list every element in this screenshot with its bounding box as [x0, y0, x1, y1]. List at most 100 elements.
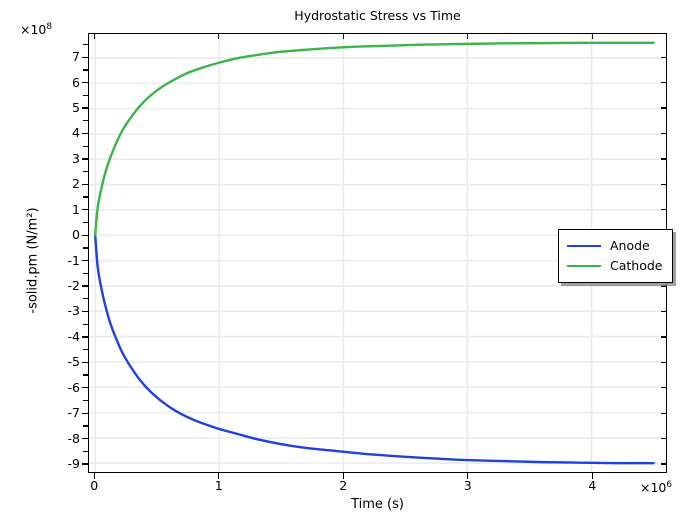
y-tick-mark	[82, 463, 88, 465]
x-axis-exponent-label: ×106	[640, 480, 672, 495]
y-tick-mark-minor	[83, 43, 88, 46]
y-tick-label-wrap: 3	[48, 152, 80, 165]
y-tick-mark	[661, 412, 667, 414]
y-tick-mark	[661, 107, 667, 109]
y-tick-mark-minor	[83, 247, 88, 249]
x-tick-mark	[93, 473, 95, 479]
series-line-anode	[94, 234, 655, 465]
y-tick-mark	[661, 387, 667, 389]
x-tick-mark	[591, 33, 593, 39]
y-tick-mark-minor	[83, 298, 88, 300]
y-tick-mark-minor	[83, 170, 88, 173]
y-tick-mark	[82, 158, 88, 160]
y-tick-label-wrap: -3	[48, 305, 80, 318]
y-tick-label-wrap: -2	[48, 278, 80, 294]
y-tick-mark-minor	[83, 196, 88, 198]
y-tick-label: -7	[67, 405, 80, 421]
y-tick-label: 2	[72, 176, 80, 192]
y-tick-label: -1	[67, 252, 80, 268]
x-tick-label-wrap: 3	[448, 479, 488, 493]
y-tick-mark	[661, 183, 667, 185]
y-tick-label: 5	[72, 100, 80, 116]
x-tick-label: 0	[90, 478, 99, 493]
y-tick-mark	[661, 336, 667, 338]
y-tick-mark	[82, 183, 88, 185]
y-tick-mark-minor	[83, 323, 88, 325]
y-tick-mark	[82, 209, 88, 211]
x-exponent-prefix: ×10	[640, 480, 667, 496]
x-tick-mark	[218, 473, 220, 479]
y-tick-mark	[82, 234, 88, 236]
y-tick-label: -8	[67, 430, 80, 446]
y-tick-mark-minor	[83, 272, 88, 274]
y-tick-label: 1	[72, 201, 80, 217]
x-tick-mark	[342, 473, 344, 479]
y-tick-label: -9	[67, 456, 80, 472]
y-tick-mark-minor	[83, 120, 88, 122]
y-tick-mark	[661, 132, 667, 135]
x-tick-label: 3	[463, 478, 472, 493]
y-tick-mark-minor	[83, 374, 88, 376]
legend-label-cathode: Cathode	[610, 258, 663, 273]
y-tick-mark	[82, 412, 88, 414]
y-tick-mark	[82, 259, 88, 262]
y-tick-mark	[661, 438, 667, 440]
x-tick-mark	[467, 473, 469, 479]
y-tick-mark	[82, 107, 88, 109]
y-tick-label: -4	[67, 328, 80, 344]
y-tick-mark	[661, 285, 667, 287]
y-tick-mark	[82, 285, 88, 287]
x-tick-label-wrap: 1	[199, 479, 239, 493]
y-exponent-power: 8	[46, 22, 53, 32]
y-tick-label-wrap: 1	[48, 201, 80, 217]
legend-label-anode: Anode	[610, 238, 650, 253]
x-tick-label-wrap: 2	[323, 479, 363, 493]
x-tick-label-wrap: 0	[74, 479, 114, 493]
series-lines	[94, 41, 655, 465]
y-tick-mark-minor	[83, 94, 88, 96]
y-tick-mark	[82, 310, 88, 313]
series-line-cathode	[94, 41, 655, 237]
y-tick-mark	[82, 132, 88, 135]
x-tick-mark	[467, 33, 469, 39]
y-tick-label: 7	[72, 49, 80, 65]
y-tick-label-wrap: -5	[48, 356, 80, 369]
y-tick-mark-minor	[83, 221, 88, 224]
y-tick-mark	[82, 336, 88, 338]
y-tick-label-wrap: -9	[48, 456, 80, 472]
x-tick-label: 2	[339, 478, 348, 493]
y-tick-mark	[82, 387, 88, 389]
x-tick-label: 4	[588, 478, 597, 493]
y-tick-label: -6	[67, 379, 80, 395]
y-tick-label-wrap: -8	[48, 430, 80, 446]
y-tick-label-wrap: -7	[48, 405, 80, 421]
y-tick-label-wrap: 4	[48, 125, 80, 141]
y-tick-label-wrap: -6	[48, 379, 80, 395]
x-tick-mark	[93, 33, 95, 39]
y-tick-mark	[661, 463, 667, 465]
legend-swatch-anode	[567, 244, 601, 248]
y-exponent-prefix: ×10	[20, 22, 47, 38]
x-exponent-power: 6	[666, 480, 673, 490]
x-tick-mark	[591, 473, 593, 479]
y-tick-mark-minor	[83, 145, 88, 147]
y-tick-label-wrap: -1	[48, 252, 80, 268]
plot-svg	[89, 34, 666, 472]
legend-item-cathode[interactable]: Cathode	[567, 256, 662, 276]
y-tick-label: -2	[67, 278, 80, 294]
y-tick-label-wrap: 7	[48, 49, 80, 65]
y-tick-mark	[82, 56, 88, 58]
y-tick-mark-minor	[83, 399, 88, 402]
y-tick-label-wrap: 0	[48, 228, 80, 241]
legend-item-anode[interactable]: Anode	[567, 236, 662, 256]
y-tick-mark	[661, 209, 667, 211]
y-tick-mark-minor	[83, 69, 88, 71]
y-tick-mark	[661, 158, 667, 160]
y-tick-label: 4	[72, 125, 80, 141]
x-tick-mark	[218, 33, 220, 39]
y-tick-mark-minor	[83, 425, 88, 427]
x-tick-mark	[342, 33, 344, 39]
chart-title: Hydrostatic Stress vs Time	[294, 8, 461, 23]
chart-legend[interactable]: Anode Cathode	[558, 229, 674, 283]
